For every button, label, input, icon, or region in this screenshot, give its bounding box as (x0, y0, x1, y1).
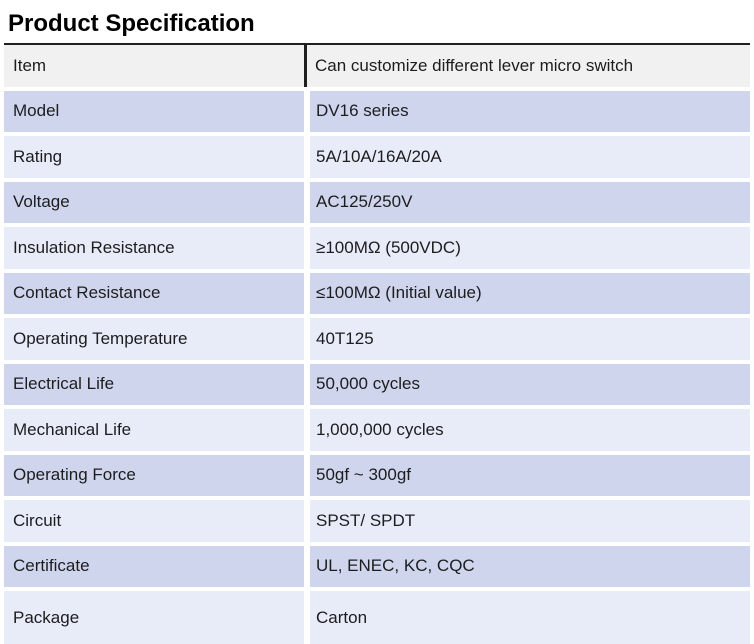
row-value: ≤100MΩ (Initial value) (310, 272, 750, 314)
row-value: DV16 series (310, 90, 750, 132)
row-label: Mechanical Life (4, 409, 304, 451)
page-title: Product Specification (8, 10, 255, 37)
row-value: 50gf ~ 300gf (310, 454, 750, 496)
row-label: Package (4, 591, 304, 644)
table-row: Circuit SPST/ SPDT (4, 500, 750, 542)
table-row: Insulation Resistance ≥100MΩ (500VDC) (4, 227, 750, 269)
row-label: Circuit (4, 500, 304, 542)
row-value: 1,000,000 cycles (310, 409, 750, 451)
row-label: Certificate (4, 545, 304, 587)
table-row: Contact Resistance ≤100MΩ (Initial value… (4, 272, 750, 314)
table-header-row: Item Can customize different lever micro… (4, 45, 750, 87)
header-column-divider (304, 45, 307, 87)
row-value: Carton (310, 591, 750, 644)
table-row: Voltage AC125/250V (4, 181, 750, 223)
header-value-cell: Can customize different lever micro swit… (307, 45, 750, 87)
table-row: Electrical Life 50,000 cycles (4, 363, 750, 405)
table-row: Mechanical Life 1,000,000 cycles (4, 409, 750, 451)
row-value: 5A/10A/16A/20A (310, 136, 750, 178)
table-row: Model DV16 series (4, 90, 750, 132)
table-row: Rating 5A/10A/16A/20A (4, 136, 750, 178)
specification-table: Item Can customize different lever micro… (4, 45, 750, 644)
table-row: Operating Force 50gf ~ 300gf (4, 454, 750, 496)
table-top-rule (4, 43, 750, 45)
table-row: Operating Temperature 40T125 (4, 318, 750, 360)
row-label: Rating (4, 136, 304, 178)
row-label: Model (4, 90, 304, 132)
row-value: ≥100MΩ (500VDC) (310, 227, 750, 269)
header-label-cell: Item (4, 45, 304, 87)
table-row: Certificate UL, ENEC, KC, CQC (4, 545, 750, 587)
row-label: Insulation Resistance (4, 227, 304, 269)
row-label: Electrical Life (4, 363, 304, 405)
row-value: AC125/250V (310, 181, 750, 223)
row-label: Operating Temperature (4, 318, 304, 360)
row-value: 50,000 cycles (310, 363, 750, 405)
row-label: Operating Force (4, 454, 304, 496)
table-row: Package Carton (4, 591, 750, 644)
row-label: Voltage (4, 181, 304, 223)
row-value: 40T125 (310, 318, 750, 360)
row-value: UL, ENEC, KC, CQC (310, 545, 750, 587)
row-label: Contact Resistance (4, 272, 304, 314)
row-value: SPST/ SPDT (310, 500, 750, 542)
